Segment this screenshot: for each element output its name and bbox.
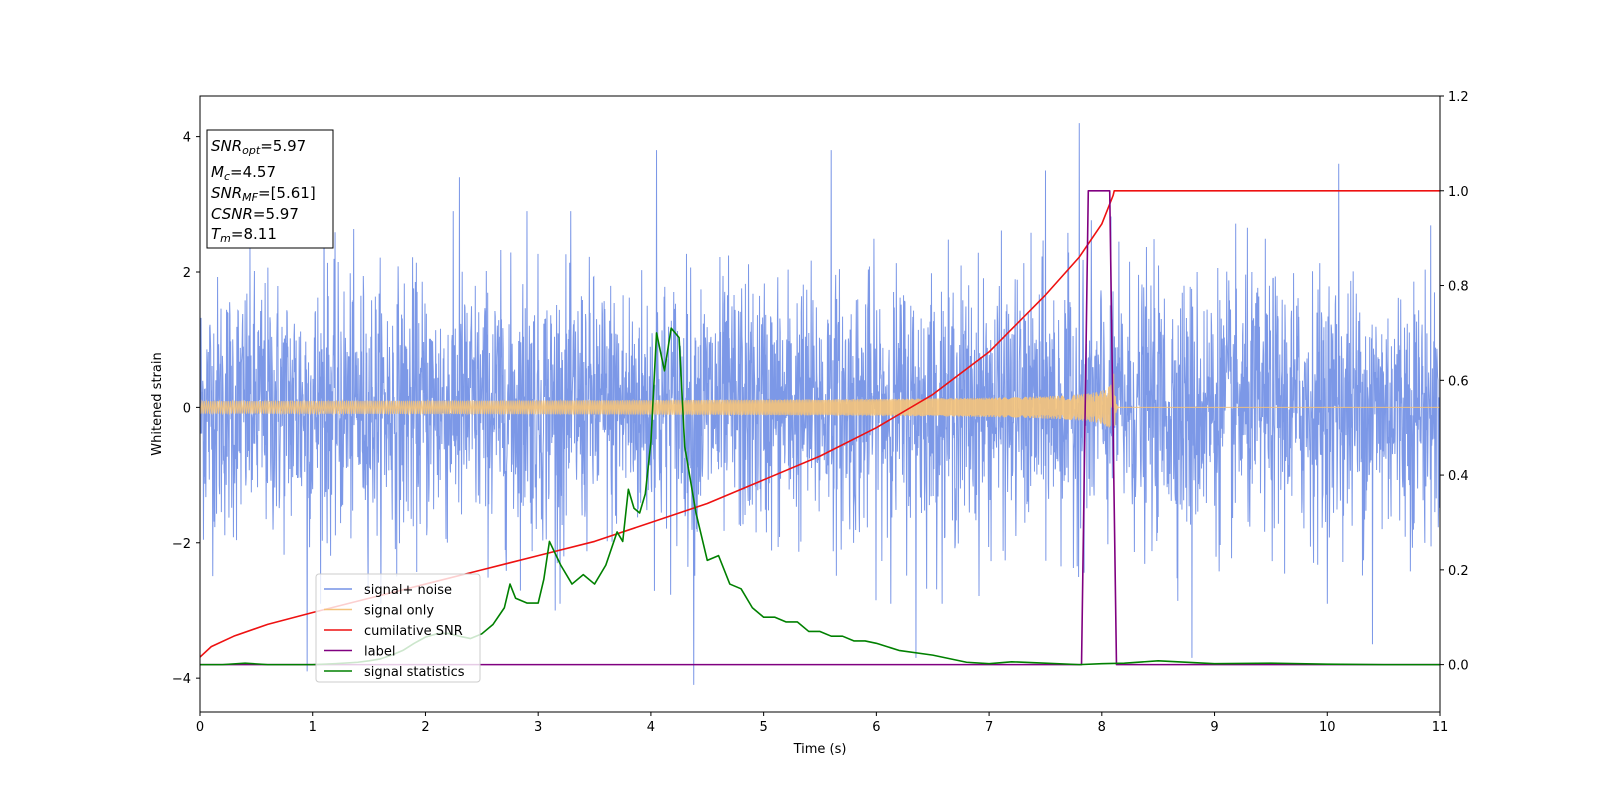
plot-area bbox=[200, 123, 1440, 685]
legend-label-cumilative-snr: cumilative SNR bbox=[364, 624, 463, 639]
legend-frame bbox=[315, 573, 481, 683]
info-box-frame bbox=[206, 129, 334, 249]
x-tick-label: 2 bbox=[421, 720, 429, 735]
y2-tick-label: 0.0 bbox=[1448, 659, 1469, 674]
y2-tick-label: 0.2 bbox=[1448, 564, 1469, 579]
y2-tick-label: 0.8 bbox=[1448, 280, 1469, 295]
y-axis-label: Whitened strain bbox=[150, 352, 165, 455]
series-signal-only-line bbox=[200, 373, 1440, 433]
y2-axis-ticks: 0.0 0.2 0.4 0.6 0.8 1.0 1.2 bbox=[1440, 90, 1469, 674]
series-signal-noise-line bbox=[200, 123, 1440, 685]
series-label-line bbox=[200, 189, 1440, 666]
info-snr-mf: SNRMF=[5.61] bbox=[211, 184, 316, 204]
x-tick-label: 7 bbox=[985, 720, 993, 735]
y2-tick-label: 0.6 bbox=[1448, 374, 1469, 389]
x-tick-label: 6 bbox=[872, 720, 880, 735]
x-tick-label: 3 bbox=[534, 720, 542, 735]
x-tick-label: 11 bbox=[1432, 720, 1449, 735]
legend-label-label: label bbox=[364, 645, 395, 660]
x-axis-ticks: 0 1 2 3 4 5 6 7 8 9 10 11 bbox=[196, 712, 1448, 735]
info-snr-opt: SNRopt=5.97 bbox=[211, 137, 306, 157]
x-tick-label: 5 bbox=[759, 720, 767, 735]
y-tick-label: 0 bbox=[183, 401, 191, 416]
y2-tick-label: 1.0 bbox=[1448, 185, 1469, 200]
axes-frame bbox=[199, 95, 1441, 713]
info-mc: Mc=4.57 bbox=[211, 163, 276, 183]
x-tick-label: 4 bbox=[647, 720, 655, 735]
y-tick-label: −2 bbox=[172, 537, 191, 552]
legend-label-signal-only: signal only bbox=[364, 604, 434, 619]
x-tick-label: 9 bbox=[1210, 720, 1218, 735]
info-csnr: CSNR=5.97 bbox=[211, 205, 299, 223]
info-tm: Tm=8.11 bbox=[211, 225, 277, 245]
x-axis-label: Time (s) bbox=[793, 742, 847, 757]
info-box: SNRopt=5.97 Mc=4.57 SNRMF=[5.61] CSNR=5.… bbox=[206, 129, 334, 249]
y-tick-label: −4 bbox=[172, 672, 191, 687]
y-tick-label: 2 bbox=[183, 266, 191, 281]
x-tick-label: 8 bbox=[1098, 720, 1106, 735]
signal-only-layer bbox=[200, 373, 1440, 433]
signal-noise-layer bbox=[200, 123, 1440, 685]
legend: signal+ noise signal only cumilative SNR la… bbox=[315, 573, 481, 683]
legend-label-signal-noise: signal+ noise bbox=[364, 583, 452, 598]
x-tick-label: 1 bbox=[309, 720, 317, 735]
x-tick-label: 0 bbox=[196, 720, 204, 735]
y-axis-ticks: −4 −2 0 2 4 bbox=[172, 131, 200, 687]
x-tick-label: 10 bbox=[1319, 720, 1336, 735]
legend-label-signal-statistics: signal statistics bbox=[364, 665, 465, 680]
y2-tick-label: 1.2 bbox=[1448, 90, 1469, 105]
y-tick-label: 4 bbox=[183, 131, 191, 146]
y2-tick-label: 0.4 bbox=[1448, 469, 1469, 484]
